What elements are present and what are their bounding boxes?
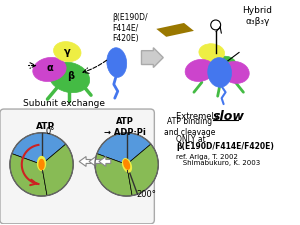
- Text: α: α: [46, 63, 53, 74]
- Ellipse shape: [219, 56, 236, 69]
- Text: Subunit exchange: Subunit exchange: [23, 99, 105, 108]
- Polygon shape: [39, 160, 44, 169]
- Ellipse shape: [107, 48, 127, 77]
- Text: β(E190D/
F414E/
F420E): β(E190D/ F414E/ F420E): [112, 13, 147, 43]
- Polygon shape: [79, 157, 91, 166]
- Wedge shape: [127, 144, 158, 196]
- Ellipse shape: [199, 44, 225, 62]
- Ellipse shape: [208, 58, 232, 87]
- Polygon shape: [99, 157, 111, 166]
- Ellipse shape: [33, 57, 66, 81]
- Text: ATP
→ ADP·Pi: ATP → ADP·Pi: [104, 117, 146, 137]
- Wedge shape: [12, 133, 66, 164]
- Polygon shape: [89, 157, 101, 166]
- Polygon shape: [124, 160, 130, 169]
- Polygon shape: [123, 159, 131, 172]
- Text: ATP: ATP: [36, 122, 55, 131]
- Text: β: β: [67, 71, 74, 81]
- Text: β(E190D/F414E/F420E): β(E190D/F414E/F420E): [176, 142, 274, 151]
- Ellipse shape: [185, 59, 214, 81]
- Ellipse shape: [53, 42, 81, 62]
- Wedge shape: [10, 154, 47, 196]
- FancyBboxPatch shape: [0, 109, 154, 224]
- Text: ref. Ariga, T. 2002: ref. Ariga, T. 2002: [176, 153, 238, 160]
- Text: Extremely: Extremely: [176, 112, 222, 122]
- Text: Hybrid
α₃β₃γ: Hybrid α₃β₃γ: [242, 6, 272, 26]
- Text: Shimabukuro, K. 2003: Shimabukuro, K. 2003: [176, 160, 260, 166]
- Wedge shape: [97, 133, 151, 164]
- Text: ONLY at: ONLY at: [176, 135, 206, 144]
- Text: ATP binding
and cleavage: ATP binding and cleavage: [164, 117, 216, 137]
- Text: slow: slow: [213, 110, 244, 124]
- Wedge shape: [95, 154, 132, 196]
- Ellipse shape: [222, 61, 249, 83]
- Text: γ: γ: [64, 47, 71, 57]
- Wedge shape: [42, 144, 73, 196]
- Ellipse shape: [49, 62, 90, 93]
- Text: 200°: 200°: [136, 190, 156, 199]
- Text: 0°: 0°: [46, 127, 55, 136]
- FancyArrow shape: [142, 48, 163, 68]
- Polygon shape: [38, 157, 46, 170]
- Polygon shape: [156, 23, 194, 37]
